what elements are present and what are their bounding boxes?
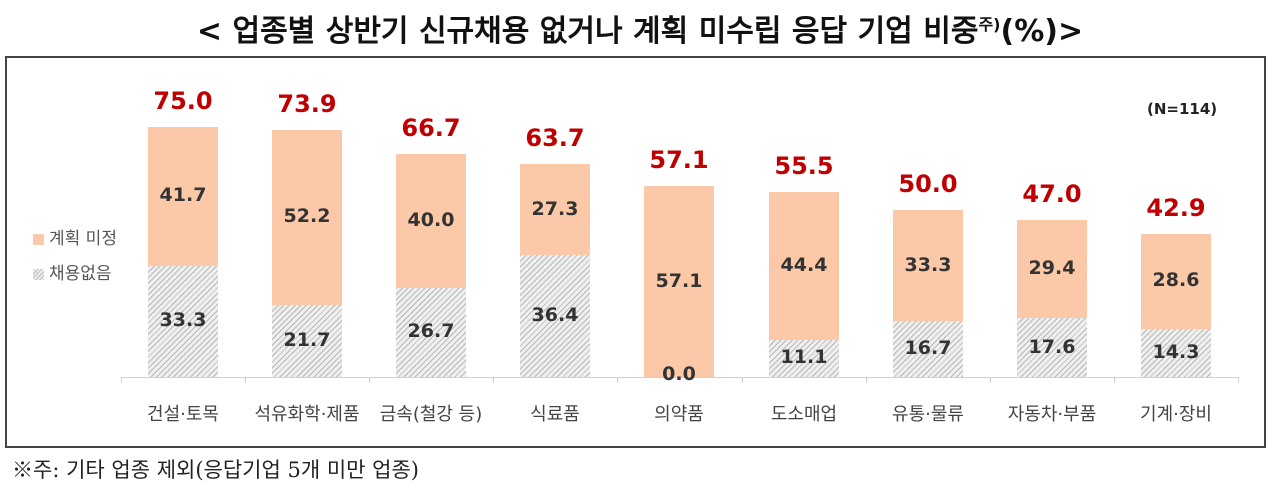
bar-segment-plan <box>893 210 963 322</box>
bar-value-plan: 57.1 <box>655 269 703 292</box>
legend-swatch-plan-icon <box>33 233 44 245</box>
bar-total-value: 50.0 <box>898 170 958 198</box>
category-label: 건설·토목 <box>147 404 219 425</box>
bar-segment-plan <box>644 186 714 377</box>
bar-segment-none <box>893 321 963 377</box>
bar-value-none: 36.4 <box>531 304 579 327</box>
category-label: 금속(철강 등) <box>379 404 483 425</box>
bar-total-value: 66.7 <box>401 114 461 143</box>
bar-segment-plan <box>1141 233 1211 330</box>
bar-total-value: 75.0 <box>153 86 213 115</box>
bar-value-none: 14.3 <box>1152 341 1200 364</box>
x-axis-tick <box>369 377 370 383</box>
x-axis-tick <box>1238 377 1239 383</box>
bar-segment-none <box>148 265 218 377</box>
bar-segment-none <box>396 287 466 377</box>
bar-value-none: 0.0 <box>662 363 696 385</box>
legend-item-none: 채용없음 <box>33 259 112 284</box>
sample-size-label: (N=114) <box>1147 100 1218 118</box>
bar-value-plan: 52.2 <box>283 205 331 228</box>
bar-value-none: 16.7 <box>904 337 952 360</box>
x-axis-tick <box>617 377 618 383</box>
bar-segment-plan <box>148 126 218 266</box>
bar-value-plan: 29.4 <box>1028 257 1076 280</box>
bar-value-plan: 33.3 <box>904 253 952 276</box>
chart-frame <box>5 56 1266 448</box>
category-label: 자동차·부품 <box>1007 404 1097 425</box>
category-label: 식료품 <box>530 404 580 425</box>
bar-segment-plan <box>396 154 466 288</box>
bar-total-value: 55.5 <box>774 151 834 180</box>
chart-title: < 업종별 상반기 신규채용 없거나 계획 미수립 응답 기업 비중주)(%)> <box>0 6 1280 50</box>
category-label: 석유화학·제품 <box>254 404 360 425</box>
bar-total-value: 47.0 <box>1022 180 1082 209</box>
bar-total-value: 73.9 <box>277 90 337 119</box>
bar-total-value: 42.9 <box>1146 193 1206 222</box>
x-axis-tick <box>121 377 122 383</box>
x-axis-tick <box>1114 377 1115 383</box>
category-label: 유통·물류 <box>892 404 964 425</box>
bar-segment-plan <box>272 130 342 305</box>
bar-value-none: 21.7 <box>283 328 331 351</box>
category-label: 도소매업 <box>770 404 838 425</box>
bar-value-none: 26.7 <box>407 320 455 343</box>
bar-segment-plan <box>769 191 839 340</box>
bar-value-none: 33.3 <box>159 309 207 332</box>
x-axis-tick <box>866 377 867 383</box>
x-axis-tick <box>245 377 246 383</box>
x-axis-tick <box>742 377 743 383</box>
bar-value-plan: 44.4 <box>780 253 828 276</box>
bar-total-value: 57.1 <box>649 146 709 175</box>
bar-segment-none <box>272 304 342 377</box>
bar-segment-none <box>520 255 590 377</box>
bar-segment-plan <box>520 164 590 256</box>
bar-value-plan: 28.6 <box>1152 269 1200 292</box>
x-axis-line <box>121 377 1238 378</box>
legend-swatch-none-icon <box>33 268 44 280</box>
chart-title-footnote-mark: 주) <box>978 15 1001 34</box>
bar-segment-none <box>1017 318 1087 377</box>
bar-value-plan: 40.0 <box>407 209 455 232</box>
footnote: ※주: 기타 업종 제외(응답기업 5개 미만 업종) <box>12 458 419 482</box>
bar-segment-none <box>769 339 839 377</box>
bar-value-plan: 27.3 <box>531 197 579 220</box>
x-axis-tick <box>493 377 494 383</box>
legend-label-none: 채용없음 <box>49 264 112 284</box>
bar-value-none: 11.1 <box>780 346 828 369</box>
category-label: 의약품 <box>654 404 704 425</box>
bar-total-value: 63.7 <box>525 124 585 153</box>
chart-title-unit: (%)> <box>1000 14 1084 49</box>
bar-segment-plan <box>1017 220 1087 319</box>
legend-label-plan: 계획 미정 <box>49 229 117 249</box>
chart-title-main: < 업종별 상반기 신규채용 없거나 계획 미수립 응답 기업 비중 <box>196 14 979 49</box>
category-label: 기계·장비 <box>1140 404 1212 425</box>
bar-value-none: 17.6 <box>1028 335 1076 358</box>
bar-value-plan: 41.7 <box>159 184 207 207</box>
x-axis-tick <box>990 377 991 383</box>
bar-segment-none <box>1141 329 1211 377</box>
legend-item-plan: 계획 미정 <box>33 224 117 249</box>
